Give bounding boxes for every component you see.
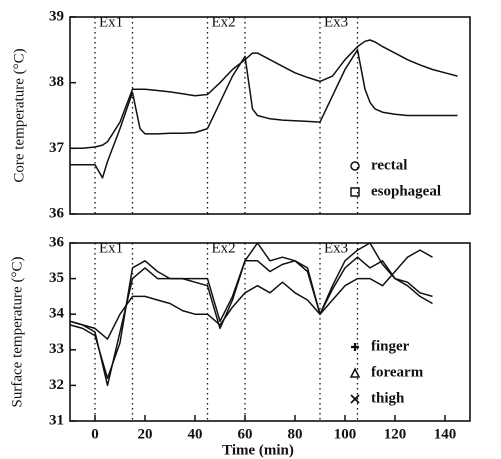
legend-label: forearm [371,364,424,380]
x-tick-label: 140 [434,426,457,442]
legend-label: thigh [371,390,405,406]
y-tick-label: 37 [49,140,65,156]
y-axis-label: Surface temperature (°C) [9,257,25,408]
y-tick-label: 34 [49,306,65,322]
y-tick-label: 32 [49,377,64,393]
series-line [70,49,458,179]
exercise-label: Ex1 [99,14,123,30]
x-tick-label: 60 [238,426,253,442]
legend-label: finger [371,338,410,354]
legend-label: esophageal [371,183,441,199]
x-tick-label: 0 [91,426,99,442]
exercise-label: Ex2 [212,14,236,30]
y-tick-label: 33 [49,341,64,357]
x-tick-label: 20 [138,426,153,442]
exercise-label: Ex1 [99,240,123,256]
x-tick-label: 80 [288,426,303,442]
legend-marker [351,343,359,351]
exercise-label: Ex3 [324,240,348,256]
exercise-label: Ex3 [324,14,348,30]
y-axis-label: Core temperature (°C) [11,48,27,182]
y-tick-label: 39 [49,8,64,24]
y-tick-label: 38 [49,74,64,90]
plot-frame [69,16,471,215]
legend-marker [350,394,360,404]
series-line [69,256,433,380]
x-tick-label: 120 [384,426,407,442]
series-line [69,249,433,340]
y-tick-label: 35 [49,270,64,286]
x-tick-label: 100 [334,426,357,442]
legend-marker [350,187,360,197]
series-line [69,242,433,387]
y-tick-label: 36 [49,234,65,250]
legend-marker [349,367,361,378]
x-axis-label: Time (min) [222,442,294,458]
y-tick-label: 36 [49,205,65,221]
y-tick-label: 31 [49,412,64,428]
legend-label: rectal [371,157,407,173]
legend-marker [350,161,360,171]
exercise-label: Ex2 [212,240,236,256]
x-tick-label: 40 [188,426,203,442]
series-line [70,39,458,150]
plot-frame [69,242,471,422]
